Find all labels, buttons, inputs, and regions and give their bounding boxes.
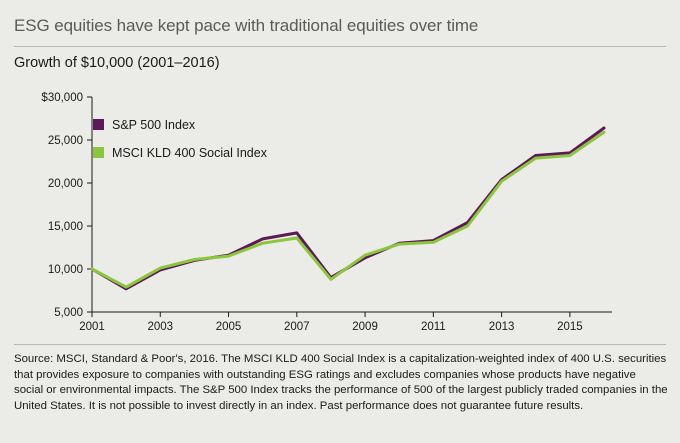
y-tick-label: 5,000 <box>54 307 83 319</box>
chart-axes: $30,000 25,000 20,000 15,000 10,000 5,000 2001… <box>41 92 612 333</box>
legend-swatch <box>93 119 104 130</box>
legend-label: MSCI KLD 400 Social Index <box>112 146 268 160</box>
chart-subtitle: Growth of $10,000 (2001–2016) <box>14 55 220 71</box>
x-tick-label: 2003 <box>147 321 173 333</box>
chart-series <box>90 126 606 291</box>
x-tick-label: 2001 <box>79 321 105 333</box>
y-tick-label: 15,000 <box>48 221 83 233</box>
x-tick-label: 2015 <box>557 321 583 333</box>
legend-label: S&P 500 Index <box>112 118 196 132</box>
footnote-divider <box>14 344 666 345</box>
source-footnote: Source: MSCI, Standard & Poor's, 2016. T… <box>14 353 668 412</box>
y-tick-label: $30,000 <box>41 92 83 104</box>
title-divider <box>14 46 666 47</box>
y-tick-label: 10,000 <box>48 264 83 276</box>
x-tick-label: 2005 <box>216 321 242 333</box>
series-line-1 <box>90 130 606 289</box>
x-tick-label: 2011 <box>421 321 446 333</box>
chart-title: ESG equities have kept pace with traditi… <box>14 16 479 35</box>
line-chart: $30,000 25,000 20,000 15,000 10,000 5,000 2001… <box>41 92 612 333</box>
y-tick-label: 25,000 <box>48 135 83 147</box>
legend-swatch <box>93 147 104 158</box>
chart-legend: S&P 500 Index MSCI KLD 400 Social Index <box>93 118 268 160</box>
x-tick-label: 2013 <box>489 321 515 333</box>
x-tick-label: 2009 <box>352 321 378 333</box>
y-tick-label: 20,000 <box>48 178 83 190</box>
x-tick-label: 2007 <box>284 321 310 333</box>
